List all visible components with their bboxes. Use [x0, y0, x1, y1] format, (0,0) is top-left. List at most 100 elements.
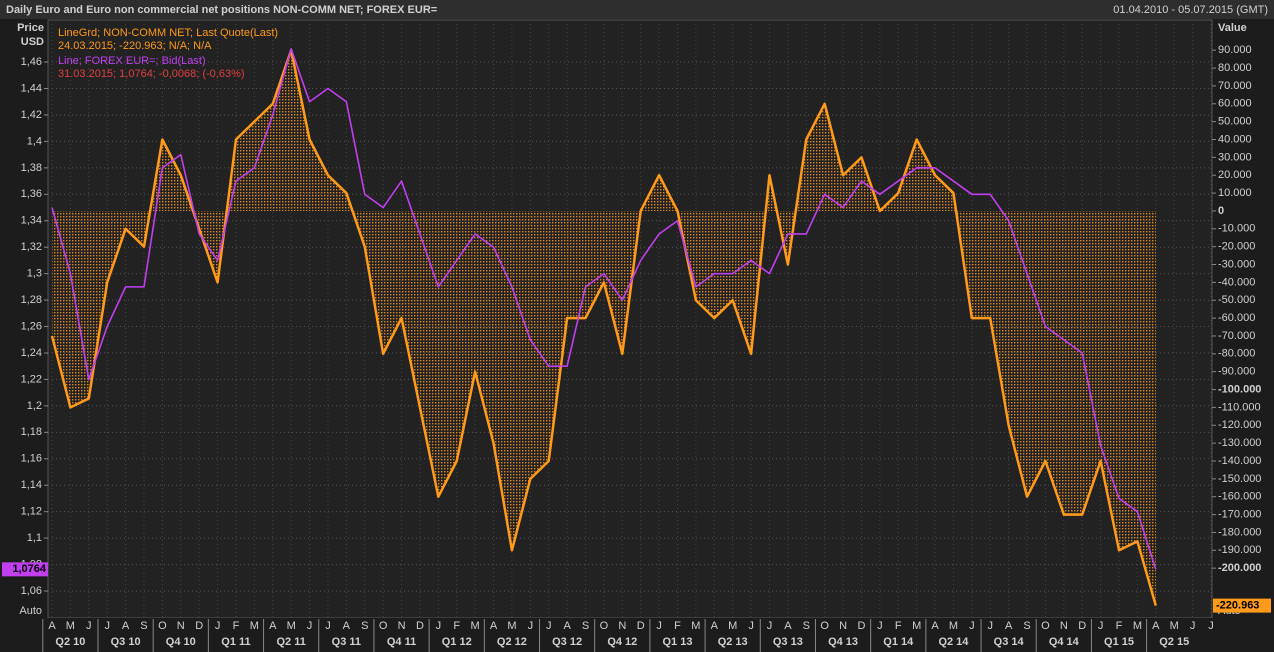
x-tick-label: J [656, 620, 662, 632]
y-tick-label: 1,38 [21, 162, 42, 174]
x-tick-label: J [969, 620, 975, 632]
y2-tick-label: -80.000 [1218, 348, 1255, 360]
quarter-label: Q2 12 [497, 636, 527, 648]
x-tick-label: M [250, 620, 259, 632]
quarter-label: Q2 13 [718, 636, 748, 648]
quarter-label: Q3 10 [111, 636, 141, 648]
y-tick-label: 1,2 [27, 400, 42, 412]
x-tick-label: J [307, 620, 313, 632]
x-tick-label: F [1116, 620, 1123, 632]
x-tick-label: F [233, 620, 240, 632]
date-range: 01.04.2010 - 05.07.2015 (GMT) [1113, 4, 1268, 16]
x-tick-label: O [1041, 620, 1050, 632]
x-tick-label: J [86, 620, 92, 632]
quarter-label: Q4 10 [166, 636, 196, 648]
x-tick-label: J [215, 620, 221, 632]
x-tick-label: M [1133, 620, 1142, 632]
x-tick-label: D [195, 620, 203, 632]
x-tick-label: M [1170, 620, 1179, 632]
quarter-label: Q4 14 [1049, 636, 1080, 648]
area-fill [52, 50, 1156, 606]
y-tick-label: 1,46 [21, 56, 42, 68]
x-tick-label: O [158, 620, 167, 632]
y-tick-label: 1,16 [21, 453, 42, 465]
y2-tick-label: 10.000 [1218, 187, 1252, 199]
y-tick-label: 1,22 [21, 373, 42, 385]
x-tick-label: J [748, 620, 754, 632]
quarter-label: Q1 12 [442, 636, 472, 648]
x-tick-label: J [104, 620, 110, 632]
x-tick-label: S [361, 620, 368, 632]
x-tick-label: M [949, 620, 958, 632]
quarter-label: Q3 11 [332, 636, 361, 648]
quarter-label: Q4 12 [607, 636, 637, 648]
y2-tick-label: -50.000 [1218, 294, 1255, 306]
y2-tick-label: 20.000 [1218, 169, 1252, 181]
x-tick-label: A [122, 620, 130, 632]
last-value-box [1213, 598, 1271, 613]
y2-tick-label: -180.000 [1218, 526, 1261, 538]
y2-tick-label: -40.000 [1218, 276, 1255, 288]
x-tick-label: D [857, 620, 865, 632]
quarter-label: Q2 11 [276, 636, 305, 648]
y2-tick-label: -110.000 [1218, 401, 1261, 413]
x-tick-label: A [1005, 620, 1013, 632]
x-tick-label: A [563, 620, 571, 632]
x-tick-label: M [691, 620, 700, 632]
y2-axis-label: Value [1218, 22, 1247, 34]
y-tick-label: 1,34 [21, 215, 42, 227]
y2-tick-label: 90.000 [1218, 44, 1252, 56]
legend-detail: 31.03.2015; 1,0764; -0,0068; (-0,63%) [58, 68, 245, 80]
x-tick-label: J [528, 620, 534, 632]
y2-tick-label: -30.000 [1218, 258, 1255, 270]
quarter-label: Q2 15 [1159, 636, 1189, 648]
y2-tick-label: 30.000 [1218, 151, 1252, 163]
y2-tick-label: -130.000 [1218, 437, 1261, 449]
x-tick-label: S [1023, 620, 1030, 632]
x-tick-label: A [343, 620, 351, 632]
y-tick-label: 1,26 [21, 320, 42, 332]
plot [48, 20, 1212, 618]
series-line [50, 48, 1158, 606]
y-tick-label: 1,24 [21, 347, 42, 359]
x-tick-label: F [895, 620, 902, 632]
y2-tick-label: 0 [1218, 205, 1224, 217]
y-tick-label: 1,3 [27, 268, 42, 280]
x-tick-label: N [1060, 620, 1068, 632]
x-tick-label: D [1078, 620, 1086, 632]
x-tick-label: A [784, 620, 792, 632]
x-tick-label: A [490, 620, 498, 632]
y2-tick-label: -170.000 [1218, 508, 1261, 520]
y-tick-label: 1,18 [21, 426, 42, 438]
y2-tick-label: -150.000 [1218, 473, 1261, 485]
y2-tick-label: 50.000 [1218, 116, 1252, 128]
x-tick-label: J [1190, 620, 1196, 632]
x-tick-label: D [637, 620, 645, 632]
y2-tick-label: -160.000 [1218, 491, 1261, 503]
quarter-label: Q3 12 [552, 636, 582, 648]
x-tick-label: A [48, 620, 56, 632]
y-tick-label: 1,36 [21, 188, 42, 200]
quarter-label: Q1 13 [663, 636, 693, 648]
legend-detail: 24.03.2015; -220.963; N/A; N/A [58, 40, 212, 52]
x-tick-label: D [416, 620, 424, 632]
quarter-label: Q1 14 [883, 636, 914, 648]
x-tick-label: A [1152, 620, 1160, 632]
quarter-label: Q2 14 [938, 636, 969, 648]
y-tick-label: 1,4 [27, 135, 42, 147]
y-tick-label: 1,1 [27, 532, 42, 544]
x-tick-label: F [453, 620, 460, 632]
x-tick-label: J [325, 620, 331, 632]
x-tick-label: A [269, 620, 277, 632]
scale-mode: Auto [19, 605, 42, 617]
x-tick-label: M [471, 620, 480, 632]
last-value-box [2, 562, 48, 577]
x-tick-label: M [728, 620, 737, 632]
x-tick-label: S [140, 620, 147, 632]
x-tick-label: M [912, 620, 921, 632]
y-tick-label: 1,28 [21, 294, 42, 306]
y-axis-label: Price [17, 22, 44, 34]
x-tick-label: F [674, 620, 681, 632]
